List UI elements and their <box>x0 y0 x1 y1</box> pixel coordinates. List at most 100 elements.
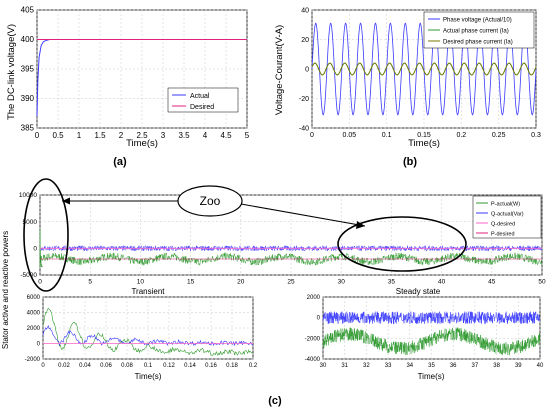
legend-p-actual-label: P-actual(W) <box>491 202 520 208</box>
y-tick-label: 385 <box>21 124 35 133</box>
y-tick-label: -40 <box>299 125 309 132</box>
chart-c-main-xticks: 0 5 10 15 20 25 30 35 40 45 50 <box>38 279 546 286</box>
y-tick-label: -5000 <box>20 272 37 279</box>
y-tick-label: 405 <box>21 6 35 15</box>
series-line-phase-voltage <box>311 22 537 116</box>
chart-a-ylabel: The DC-link voltage(V) <box>6 24 17 120</box>
chart-c-steady: Steady state 30 31 32 33 34 35 36 37 38 39 40 -400… <box>305 287 544 381</box>
chart-a-lines <box>36 39 247 117</box>
y-tick-label: -2000 <box>25 357 41 363</box>
y-tick-label: 40 <box>301 7 309 14</box>
y-tick-label: 5000 <box>23 219 38 226</box>
y-tick-label: 6000 <box>27 295 41 301</box>
x-tick-label: 30 <box>320 363 327 369</box>
chart-a-xlabel: Time(s) <box>126 138 158 149</box>
x-tick-label: 4 <box>203 131 208 140</box>
x-tick-label: 0 <box>41 363 45 369</box>
zoom-arrowhead-left <box>62 197 70 205</box>
zoom-arrowhead-right <box>356 221 365 229</box>
x-tick-label: 38 <box>493 363 500 369</box>
y-tick-label: 20 <box>301 37 309 44</box>
chart-c-steady-plot-area <box>322 296 541 360</box>
chart-c-transient-yticks: -2000 0 2000 4000 6000 <box>25 295 41 363</box>
legend-p-desired-label: P-desired <box>491 232 515 238</box>
chart-b-legend: Phase voltage (Actual/10) Actual phase c… <box>423 11 535 49</box>
zoom-ellipse-transient <box>23 178 69 292</box>
x-tick-label: 3 <box>161 131 166 140</box>
x-tick-label: 0.3 <box>531 132 541 139</box>
x-tick-label: 2.5 <box>136 131 148 140</box>
chart-a-legend: Actual Desired <box>167 87 239 113</box>
y-tick-label: 0 <box>317 316 321 322</box>
x-tick-label: 1.5 <box>94 131 106 140</box>
chart-b-xlabel: Time(s) <box>408 138 440 149</box>
y-tick-label: 2000 <box>27 326 41 332</box>
zoom-ellipse-steady <box>337 216 467 272</box>
x-tick-label: 0.5 <box>52 131 64 140</box>
x-tick-label: 25 <box>287 279 295 286</box>
y-tick-label: 400 <box>21 35 35 44</box>
y-tick-label: -20 <box>299 96 309 103</box>
series-line-desired-current <box>311 62 537 76</box>
x-tick-label: 0.1 <box>144 363 153 369</box>
x-tick-label: 0 <box>38 279 42 286</box>
legend-actual-label: Actual <box>190 93 210 100</box>
x-tick-label: 35 <box>428 363 435 369</box>
x-tick-label: 0.2 <box>249 363 258 369</box>
series-line-p-actual <box>42 307 254 356</box>
x-tick-label: 0 <box>310 132 314 139</box>
y-tick-label: 0 <box>33 246 37 253</box>
x-tick-label: 0.1 <box>382 132 392 139</box>
zoom-arrow-right <box>240 203 366 227</box>
series-line-q-actual <box>42 325 254 347</box>
y-tick-label: 0 <box>37 342 41 348</box>
legend-q-desired-label: Q-desired <box>491 222 515 228</box>
x-tick-label: 40 <box>438 279 446 286</box>
x-tick-label: 0.14 <box>184 363 196 369</box>
legend-desired-current-label: Desired phase current (Ia) <box>443 40 513 46</box>
x-tick-label: 50 <box>538 279 546 286</box>
chart-c-steady-title: Steady state <box>396 287 441 296</box>
x-tick-label: 0.15 <box>417 132 431 139</box>
panel-label-b: (b) <box>403 156 417 168</box>
x-tick-label: 2 <box>119 131 124 140</box>
x-tick-label: 1 <box>77 131 82 140</box>
x-tick-label: 5 <box>88 279 92 286</box>
y-tick-label: 390 <box>21 94 35 103</box>
x-tick-label: 32 <box>363 363 370 369</box>
chart-c-transient-xlabel: Time(s) <box>135 372 162 381</box>
chart-a-xticks: 0 0.5 1 1.5 2 2.5 3 3.5 4 4.5 5 <box>35 131 250 140</box>
x-tick-label: 0.04 <box>79 363 91 369</box>
chart-c-steady-lines <box>322 310 541 356</box>
legend-desired-label: Desired <box>190 104 214 111</box>
x-tick-label: 31 <box>341 363 348 369</box>
x-tick-label: 5 <box>245 131 250 140</box>
panel-label-a: (a) <box>113 156 127 168</box>
x-tick-label: 0.25 <box>492 132 506 139</box>
x-tick-label: 4.5 <box>220 131 232 140</box>
y-tick-label: 4000 <box>27 311 41 317</box>
chart-c-transient: Transient 0 0.02 0.04 0.06 0.08 0.1 0.12 0.14 0.… <box>25 287 258 381</box>
zoom-callout-text: Zoo <box>200 194 221 208</box>
chart-c-main-yticks: -5000 0 5000 10000 <box>19 192 37 279</box>
y-tick-label: -2000 <box>305 336 321 342</box>
chart-c-steady-xlabel: Time(s) <box>418 372 445 381</box>
chart-b-yticks: -40 -20 0 20 40 <box>299 7 309 132</box>
chart-c-main-legend: P-actual(W) Q-actual(Var) Q-desired P-de… <box>472 195 542 239</box>
panel-label-c: (c) <box>268 395 282 407</box>
x-tick-label: 20 <box>237 279 245 286</box>
x-tick-label: 0.05 <box>343 132 357 139</box>
series-line-q-actual <box>322 310 541 325</box>
x-tick-label: 37 <box>472 363 479 369</box>
chart-a: 0 0.5 1 1.5 2 2.5 3 3.5 4 4.5 5 385 390 395 400 405 Th… <box>6 6 250 168</box>
chart-c-steady-yticks: -4000 -2000 0 2000 <box>305 295 321 363</box>
chart-b: 0 0.05 0.1 0.15 0.2 0.25 0.3 -40 -20 0 20 40 Volta… <box>274 7 541 168</box>
x-tick-label: 0.08 <box>121 363 133 369</box>
x-tick-label: 45 <box>488 279 496 286</box>
series-line-p-actual <box>322 327 541 356</box>
series-line-q-actual <box>40 244 543 252</box>
x-tick-label: 33 <box>385 363 392 369</box>
y-tick-label: -4000 <box>305 357 321 363</box>
y-tick-label: 395 <box>21 65 35 74</box>
